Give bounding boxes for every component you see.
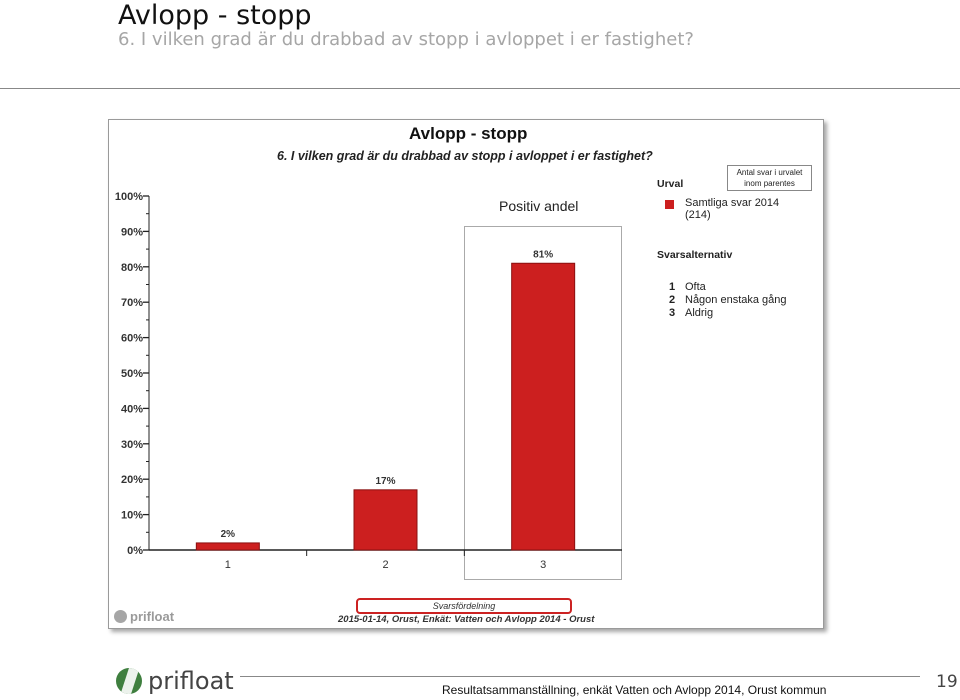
slide-title: Avlopp - stopp: [118, 0, 312, 31]
bar-plot: 0% 10% 20% 30% 40% 50% 60% 70% 80% 90% 100% 2% 1 17%…: [115, 191, 622, 571]
logo-text: prifloat: [148, 667, 234, 695]
y-tick-label: 60%: [121, 333, 143, 345]
answer-number: 1: [669, 281, 676, 293]
company-logo: prifloat: [116, 667, 234, 695]
y-tick-label: 50%: [121, 368, 143, 380]
slide-subtitle: 6. I vilken grad är du drabbad av stopp …: [118, 29, 694, 50]
chart-logo-text: prifloat: [130, 609, 175, 624]
chart-title: Avlopp - stopp: [409, 124, 528, 143]
answers-heading: Svarsalternativ: [657, 249, 733, 261]
answer-label: Aldrig: [685, 307, 714, 319]
footer-caption: Resultatsammanställning, enkät Vatten oc…: [442, 683, 827, 697]
top-divider: [0, 88, 960, 89]
y-tick-label: 0%: [127, 545, 143, 557]
y-tick-label: 40%: [121, 403, 143, 415]
y-tick-label: 30%: [121, 439, 143, 451]
answer-label: Någon enstaka gång: [685, 294, 787, 306]
answer-number: 2: [669, 294, 676, 306]
bottom-divider: [240, 676, 920, 677]
bar-2: [353, 489, 418, 551]
answer-item: 1 Ofta: [669, 281, 706, 293]
bar-value-label: 81%: [533, 249, 553, 260]
logo-icon: [114, 610, 127, 623]
bar-3: [511, 262, 576, 551]
answer-label: Ofta: [685, 281, 706, 293]
positive-share-label: Positiv andel: [499, 198, 579, 214]
y-tick-label: 100%: [115, 191, 143, 203]
sample-note: Antal svar i urvalet inom parentes: [727, 165, 812, 191]
answer-item: 2 Någon enstaka gång: [669, 294, 787, 306]
answer-number: 3: [669, 307, 676, 319]
bar-1: [195, 542, 260, 551]
x-category-label: 2: [382, 559, 388, 571]
y-tick-label: 20%: [121, 474, 143, 486]
y-tick-label: 10%: [121, 510, 143, 522]
bar-value-label: 17%: [375, 476, 395, 487]
positive-share-box: [464, 226, 622, 580]
chart-question: 6. I vilken grad är du drabbad av stopp …: [277, 149, 653, 163]
series-count: (214): [685, 209, 711, 221]
y-tick-label: 70%: [121, 297, 143, 309]
chart-metadata: 2015-01-14, Orust, Enkät: Vatten och Avl…: [338, 614, 595, 625]
chart-frame: Avlopp - stopp 6. I vilken grad är du dr…: [108, 119, 824, 629]
series-label: Samtliga svar 2014: [685, 197, 780, 209]
bar-value-label: 2%: [221, 529, 236, 540]
distribution-label: Svarsfördelning: [432, 601, 496, 611]
y-tick-label: 80%: [121, 262, 143, 274]
answer-item: 3 Aldrig: [669, 307, 713, 319]
x-category-label: 1: [225, 559, 231, 571]
distribution-button[interactable]: [356, 598, 572, 614]
logo-icon: [116, 668, 142, 694]
selection-heading: Urval: [657, 178, 684, 190]
chart-logo: prifloat: [114, 609, 174, 624]
x-category-label: 3: [540, 559, 546, 571]
series-legend-entry: Samtliga svar 2014 (214): [685, 197, 779, 221]
y-tick-label: 90%: [121, 226, 143, 238]
series-swatch: [665, 200, 674, 209]
page-number: 19: [936, 672, 958, 692]
